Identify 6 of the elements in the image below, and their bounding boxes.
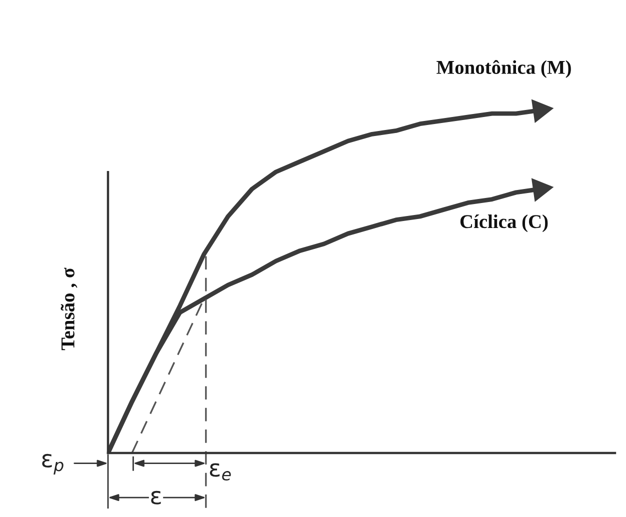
text: ε$_{p}$: [42, 454, 64, 474]
text: ε$_{e}$: [210, 463, 231, 481]
y-axis-title: Tensão , σ: [60, 268, 78, 350]
series-label: Monotônica (M): [436, 60, 571, 78]
series-label: Cíclica (C): [460, 214, 548, 232]
text: ε: [151, 490, 161, 504]
